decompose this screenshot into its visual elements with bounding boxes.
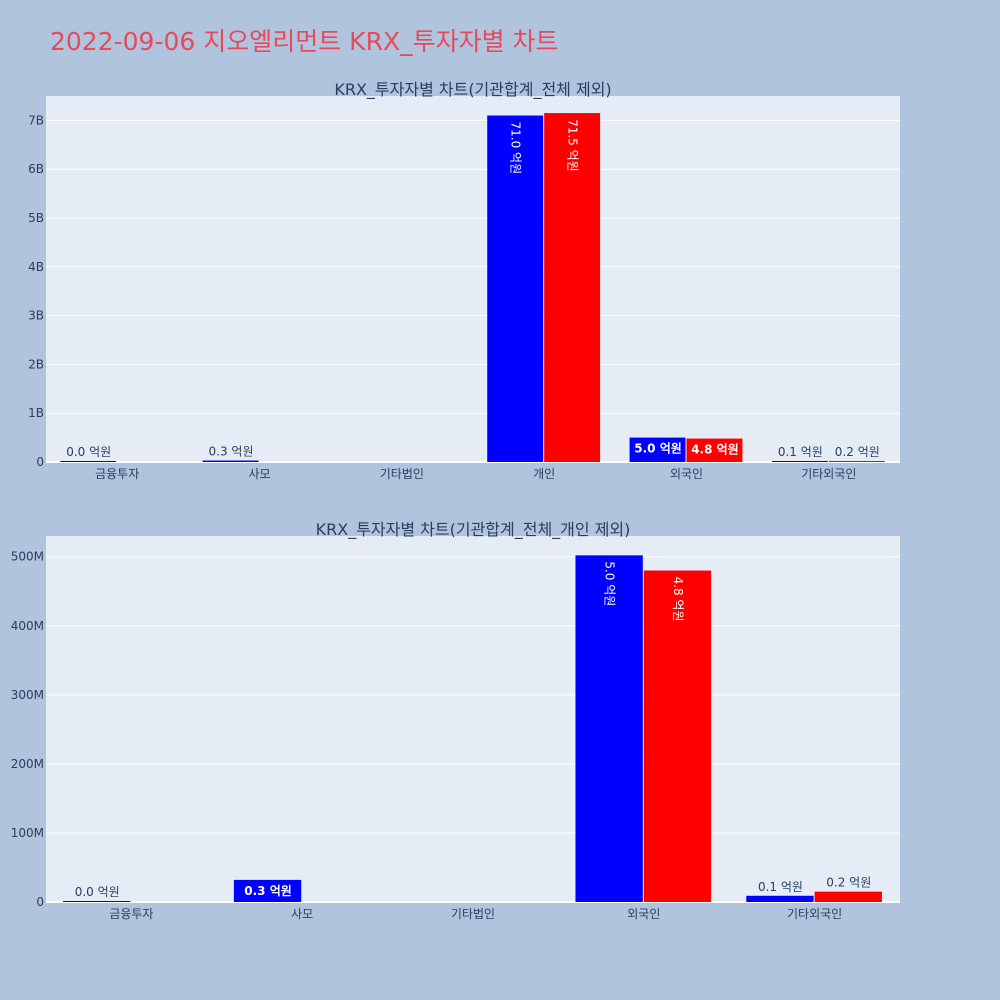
plot-area-0 bbox=[46, 96, 900, 462]
y-tick-label: 0 bbox=[36, 455, 44, 469]
x-tick-label: 개인 bbox=[533, 467, 555, 481]
data-label: 5.0 억원 bbox=[634, 442, 682, 456]
data-label: 0.0 억원 bbox=[75, 885, 120, 899]
bar bbox=[771, 461, 828, 462]
x-tick-label: 기타법인 bbox=[451, 907, 495, 921]
data-label: 71.5 억원 bbox=[566, 119, 580, 172]
bar bbox=[814, 891, 882, 902]
bar bbox=[63, 901, 131, 902]
bar bbox=[233, 879, 302, 902]
bar bbox=[60, 461, 117, 462]
x-tick-label: 금융투자 bbox=[109, 907, 153, 921]
y-tick-label: 7B bbox=[28, 113, 44, 127]
page-title: 2022-09-06 지오엘리먼트 KRX_투자자별 차트 bbox=[50, 27, 559, 56]
bar bbox=[575, 555, 643, 902]
bar bbox=[629, 437, 686, 462]
bar bbox=[643, 570, 712, 902]
y-tick-label: 3B bbox=[28, 309, 44, 323]
data-label: 4.8 억원 bbox=[691, 443, 739, 457]
y-tick-label: 0 bbox=[36, 895, 44, 909]
x-tick-label: 외국인 bbox=[627, 907, 660, 921]
x-tick-label: 사모 bbox=[291, 907, 313, 921]
data-label: 0.3 억원 bbox=[244, 884, 292, 898]
x-tick-label: 기타외국인 bbox=[801, 467, 856, 481]
top-chart: KRX_투자자별 차트(기관합계_전체 제외) 0 1B 2B 3B 4B 5B 6B 7B 금융… bbox=[28, 80, 900, 481]
plot-area-1 bbox=[46, 536, 900, 902]
data-label: 0.0 억원 bbox=[66, 445, 111, 459]
y-tick-label: 200M bbox=[11, 757, 44, 771]
data-label: 0.3 억원 bbox=[209, 445, 254, 459]
data-label: 71.0 억원 bbox=[509, 122, 523, 175]
bar bbox=[828, 461, 885, 462]
bar bbox=[487, 115, 544, 463]
y-tick-label: 100M bbox=[11, 826, 44, 840]
y-tick-label: 5B bbox=[28, 211, 44, 225]
data-label: 4.8 억원 bbox=[671, 577, 685, 622]
bar bbox=[544, 113, 601, 462]
data-label: 0.2 억원 bbox=[835, 445, 880, 459]
y-tick-label: 2B bbox=[28, 357, 44, 371]
x-tick-label: 기타외국인 bbox=[787, 907, 842, 921]
y-tick-label: 6B bbox=[28, 162, 44, 176]
bar bbox=[746, 895, 814, 902]
y-tick-label: 4B bbox=[28, 260, 44, 274]
data-label: 5.0 억원 bbox=[603, 561, 617, 606]
y-tick-label: 1B bbox=[28, 406, 44, 420]
data-label: 0.1 억원 bbox=[778, 445, 823, 459]
chart-title-0: KRX_투자자별 차트(기관합계_전체 제외) bbox=[334, 80, 611, 100]
y-tick-label: 300M bbox=[11, 688, 44, 702]
y-tick-label: 500M bbox=[11, 550, 44, 564]
x-tick-label: 기타법인 bbox=[380, 467, 424, 481]
x-tick-label: 사모 bbox=[248, 467, 270, 481]
x-tick-label: 외국인 bbox=[670, 467, 703, 481]
bar bbox=[202, 460, 259, 462]
x-tick-label: 금융투자 bbox=[95, 467, 139, 481]
chart-title-1: KRX_투자자별 차트(기관합계_전체_개인 제외) bbox=[316, 520, 631, 540]
y-tick-label: 400M bbox=[11, 619, 44, 633]
data-label: 0.1 억원 bbox=[758, 880, 803, 894]
bar bbox=[686, 438, 743, 462]
data-label: 0.2 억원 bbox=[826, 876, 871, 890]
